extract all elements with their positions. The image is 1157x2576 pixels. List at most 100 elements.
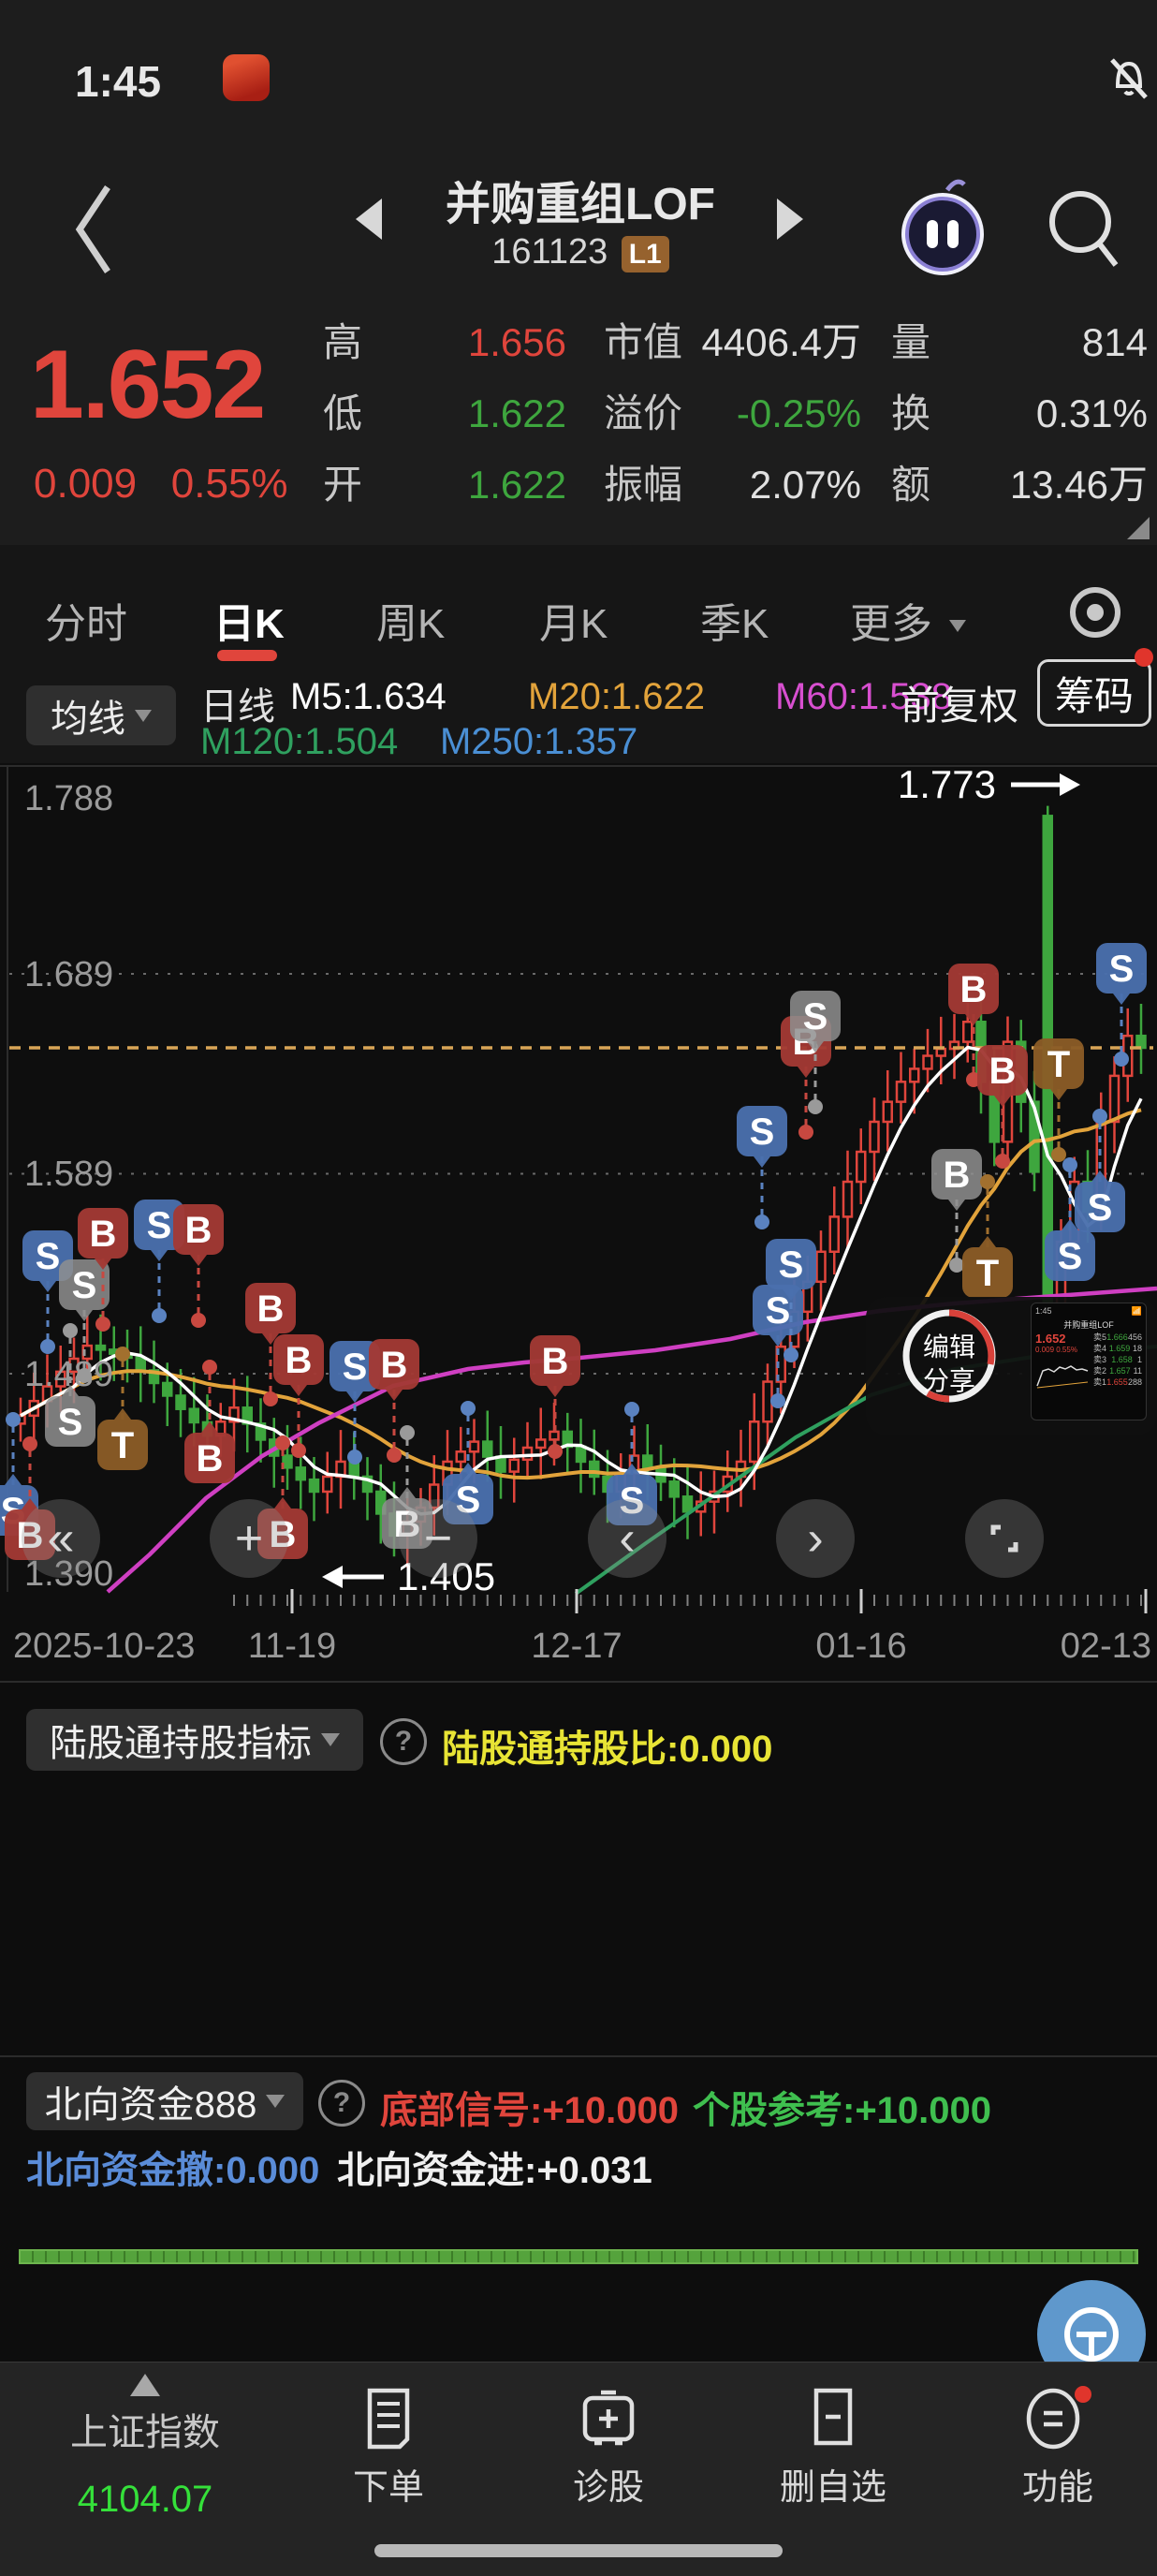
adjust-mode-button[interactable]: 前复权 [901, 684, 1019, 728]
index-value: 4104.07 [77, 2479, 213, 2520]
prev-page-button[interactable]: ‹ [588, 1499, 666, 1578]
svg-text:1.589: 1.589 [24, 1155, 113, 1194]
amount-label: 额 [891, 463, 931, 507]
nav-remove-watchlist[interactable]: 删自选 [763, 2385, 903, 2510]
screenshot-popup: 编辑 分享 1:45 📶 并购重组LOF 1.652 0.009 0.55% 卖5… [866, 1297, 1157, 1435]
zoom-in-glyph: + [234, 1511, 264, 1566]
expand-quote-icon[interactable] [1127, 517, 1150, 539]
order-label: 下单 [352, 2468, 424, 2508]
svg-text:S: S [750, 1111, 775, 1153]
thumb-price: 1.652 [1035, 1332, 1066, 1346]
prev-stock-icon[interactable] [356, 199, 382, 240]
diagnose-icon [582, 2390, 635, 2446]
marketcap-value: 4406.4万 [701, 320, 861, 364]
tab-daily-k[interactable]: 日K [213, 601, 285, 647]
northbound-in-value: 北向资金进:+0.031 [337, 2150, 652, 2191]
northbound-out-value: 北向资金撤:0.000 [26, 2150, 320, 2191]
svg-text:S: S [456, 1479, 481, 1521]
chart-controls: 分时 日K 周K 月K 季K 更多 均线 日线 M5:1.634 M20:1.6… [0, 545, 1157, 764]
next-glyph: › [807, 1511, 824, 1566]
rewind-button[interactable]: « [22, 1499, 100, 1578]
svg-text:B: B [257, 1288, 285, 1330]
tab-indicator [217, 650, 277, 661]
change-value: 0.009 [34, 461, 138, 507]
svg-text:S: S [1109, 949, 1135, 990]
bottom-signal-value: 底部信号:+10.000 [380, 2090, 680, 2131]
svg-text:B: B [944, 1155, 971, 1196]
nav-index[interactable]: 上证指数 4104.07 [56, 2374, 234, 2521]
volume-label: 量 [891, 320, 931, 364]
legend-m250: M250:1.357 [440, 721, 638, 762]
hk-help-icon[interactable]: ? [380, 1718, 427, 1765]
svg-text:11-19: 11-19 [248, 1627, 336, 1666]
open-value: 1.622 [467, 463, 566, 507]
zoom-out-button[interactable]: − [399, 1499, 477, 1578]
svg-text:S: S [343, 1347, 368, 1388]
zoom-in-button[interactable]: + [210, 1499, 288, 1578]
volume-value: 814 [1081, 320, 1148, 364]
signal-bar [19, 2249, 1138, 2264]
order-icon [367, 2388, 410, 2450]
hk-indicator-dropdown[interactable]: 陆股通持股指标 [26, 1709, 363, 1771]
remove-label: 删自选 [779, 2468, 886, 2508]
amplitude-label: 振幅 [604, 463, 683, 507]
svg-text:B: B [270, 1514, 297, 1555]
low-value: 1.622 [467, 391, 566, 435]
tab-monthly-k[interactable]: 月K [539, 601, 608, 647]
nav-diagnose[interactable]: 诊股 [538, 2385, 679, 2510]
amount-value: 13.46万 [1009, 463, 1148, 507]
remove-icon [813, 2388, 853, 2446]
ai-robot-icon[interactable] [891, 173, 994, 286]
svg-text:B: B [394, 1504, 421, 1545]
svg-text:B: B [197, 1438, 224, 1479]
svg-text:S: S [779, 1244, 804, 1286]
next-page-button[interactable]: › [776, 1499, 855, 1578]
search-icon[interactable] [1041, 183, 1125, 276]
northbound-help-icon[interactable]: ? [318, 2080, 365, 2127]
tab-more[interactable]: 更多 [850, 590, 967, 650]
svg-text:S: S [147, 1205, 172, 1246]
ma-dropdown-label: 均线 [51, 699, 125, 740]
legend-m20: M20:1.622 [528, 676, 706, 717]
page-title: 并购重组LOF [446, 180, 715, 229]
legend-m5: M5:1.634 [290, 676, 447, 717]
change-percent: 0.55% [170, 461, 288, 507]
svg-text:01-16: 01-16 [815, 1627, 906, 1666]
svg-text:B: B [185, 1210, 212, 1251]
marketcap-label: 市值 [604, 320, 683, 364]
turnover-label: 换 [891, 391, 931, 435]
high-label: 高 [323, 320, 363, 364]
fullscreen-button[interactable] [965, 1499, 1044, 1578]
svg-text:S: S [1058, 1236, 1083, 1277]
hk-dropdown-label: 陆股通持股指标 [50, 1723, 312, 1764]
svg-text:2025-10-23: 2025-10-23 [13, 1627, 195, 1666]
bottom-nav-bar: 上证指数 4104.07 下单 诊股 删自选 [0, 2362, 1157, 2576]
svg-text:S: S [58, 1402, 83, 1443]
svg-text:S: S [1088, 1187, 1113, 1229]
svg-text:B: B [286, 1340, 313, 1381]
nav-order[interactable]: 下单 [318, 2385, 459, 2510]
tab-quarterly-k[interactable]: 季K [700, 601, 769, 647]
edit-share-button[interactable]: 编辑 分享 [900, 1306, 999, 1406]
svg-text:1.390: 1.390 [24, 1554, 113, 1594]
home-indicator[interactable] [374, 2544, 783, 2557]
next-stock-icon[interactable] [777, 199, 803, 240]
open-label: 开 [323, 463, 363, 507]
chip-distribution-button[interactable]: 筹码 [1037, 659, 1151, 727]
svg-text:S: S [803, 996, 828, 1038]
legend-m120: M120:1.504 [200, 721, 399, 762]
back-icon[interactable] [66, 178, 122, 281]
tab-minute[interactable]: 分时 [45, 601, 127, 647]
svg-text:B: B [542, 1341, 569, 1382]
thumb-orderbook: 卖5 1.666 456 卖4 1.659 18 卖3 1.658 1 卖2 1.657 11 … [1093, 1332, 1142, 1387]
tab-weekly-k[interactable]: 周K [376, 601, 446, 647]
ma-dropdown[interactable]: 均线 [26, 685, 176, 745]
functions-icon [1026, 2386, 1091, 2450]
svg-text:T: T [111, 1425, 134, 1466]
screenshot-thumbnail[interactable]: 1:45 📶 并购重组LOF 1.652 0.009 0.55% 卖5 1.666 4… [1031, 1303, 1147, 1420]
northbound-dropdown[interactable]: 北向资金888 [26, 2072, 303, 2130]
chart-settings-icon[interactable] [1065, 582, 1125, 642]
nav-functions[interactable]: 功能 [983, 2385, 1133, 2510]
